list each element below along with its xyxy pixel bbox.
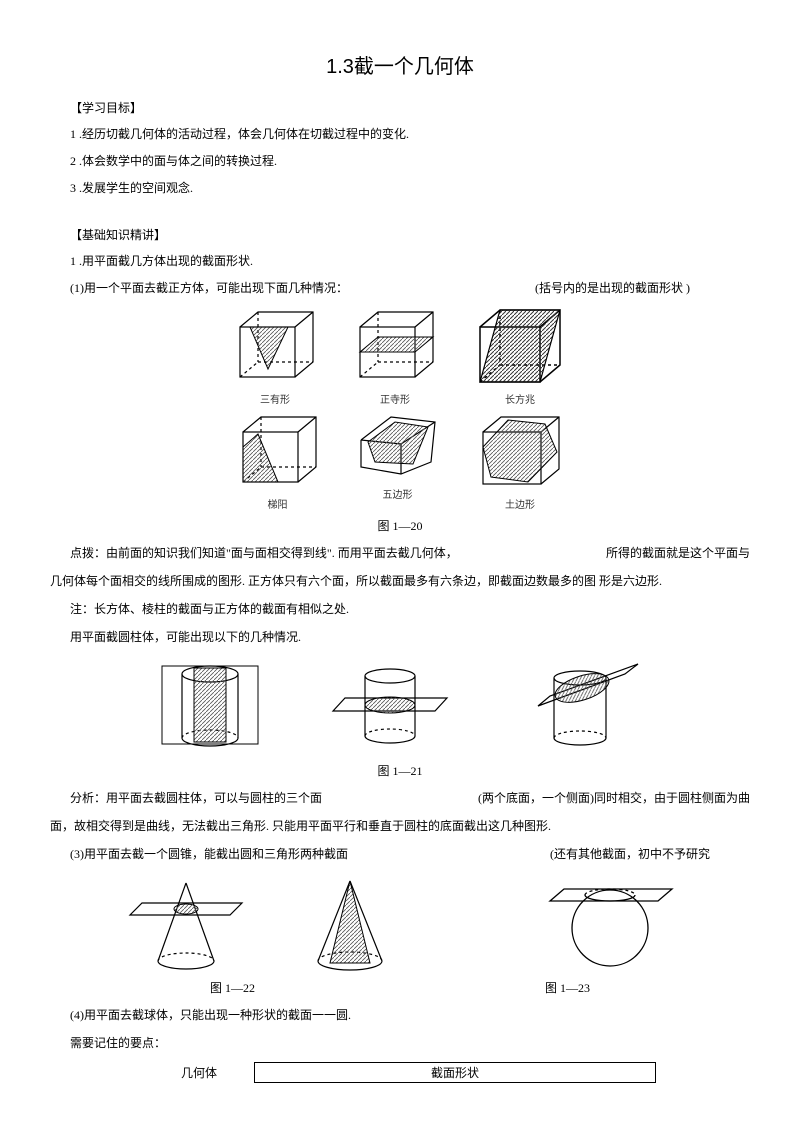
page-title: 1.3截一个几何体 — [50, 50, 750, 79]
table-h1: 几何体 — [144, 1062, 255, 1082]
page: 1.3截一个几何体 【学习目标】 1 .经历切截几何体的活动过程，体会几何体在切… — [0, 0, 800, 1133]
cube-rect: 长方兆 — [470, 307, 570, 406]
table-h2: 截面形状 — [255, 1062, 656, 1082]
text-b3: (3)用平面去截一个圆锥，能截出圆和三角形两种截面 (还有其他截面，初中不予研究 — [70, 845, 750, 863]
fig122-label: 图 1—22 — [210, 979, 255, 996]
text-a4: 用平面截圆柱体，可能出现以下的几种情况. — [70, 628, 750, 646]
fig122-123-labels: 图 1—22 图 1—23 — [50, 979, 750, 996]
fig120-label: 图 1—20 — [50, 517, 750, 534]
cap-rect: 长方兆 — [505, 391, 535, 406]
cap-trap: 梯阳 — [268, 496, 288, 511]
text-c1: (4)用平面去截球体，只能出现一种形状的截面一一圆. — [70, 1006, 750, 1024]
text-a1: 点拨：由前面的知识我们知道"面与面相交得到线". 而用平面去截几何体， 所得的截… — [70, 544, 750, 562]
sphere-circle — [540, 873, 680, 973]
cyl-rect — [150, 656, 270, 756]
text-b1a: 分析：用平面去截圆柱体，可以与圆柱的三个面 — [70, 789, 322, 807]
objectives-heading: 【学习目标】 — [70, 99, 750, 116]
cube-hex: 土边形 — [473, 412, 568, 511]
cube-triangle-svg — [230, 307, 320, 387]
cyl-oblique — [510, 656, 650, 756]
objective-3: 3 .发展学生的空间观念. — [70, 180, 750, 197]
cap-penta: 五边形 — [383, 486, 413, 501]
cube-triangle: 三有形 — [230, 307, 320, 406]
cyl-ellipse — [325, 656, 455, 756]
cube-penta: 五边形 — [353, 412, 443, 511]
cone-triangle — [290, 873, 410, 973]
text-b1b: (两个底面，一个侧面)同时相交，由于圆柱侧面为曲 — [478, 789, 750, 807]
basics-line2a: (1)用一个平面去截正方体，可能出现下面几种情况： — [70, 280, 348, 297]
text-a1a: 点拨：由前面的知识我们知道"面与面相交得到线". 而用平面去截几何体， — [70, 544, 458, 562]
cube-rect-svg — [470, 307, 570, 387]
cap-triangle: 三有形 — [260, 391, 290, 406]
text-b1: 分析：用平面去截圆柱体，可以与圆柱的三个面 (两个底面，一个侧面)同时相交，由于… — [70, 789, 750, 807]
cube-trap-svg — [233, 412, 323, 492]
fig123-label: 图 1—23 — [545, 979, 590, 996]
spacer2 — [450, 873, 500, 973]
fig121-label: 图 1—21 — [50, 762, 750, 779]
text-b2: 面，故相交得到是曲线，无法截出三角形. 只能用平面平行和垂直于圆柱的底面截出这几… — [50, 817, 750, 835]
cube-square: 正寺形 — [350, 307, 440, 406]
cube-trap: 梯阳 — [233, 412, 323, 511]
text-a3: 注：长方体、棱柱的截面与正方体的截面有相似之处. — [70, 600, 750, 618]
basics-line1: 1 .用平面截几方体出现的截面形状. — [70, 253, 750, 270]
fig120-row1: 三有形 正寺形 — [50, 307, 750, 406]
objective-2: 2 .体会数学中的面与体之间的转换过程. — [70, 153, 750, 170]
fig120-row2: 梯阳 五边形 — [50, 412, 750, 511]
fig122-123-row — [50, 873, 750, 973]
text-a2: 几何体每个面相交的线所围成的图形. 正方体只有六个面，所以截面最多有六条边，即截… — [50, 572, 750, 590]
cube-hex-svg — [473, 412, 568, 492]
text-b3a: (3)用平面去截一个圆锥，能截出圆和三角形两种截面 — [70, 845, 348, 863]
cube-penta-svg — [353, 412, 443, 482]
spacer — [50, 206, 750, 220]
cap-square: 正寺形 — [380, 391, 410, 406]
basics-heading: 【基础知识精讲】 — [70, 226, 750, 243]
text-c2: 需要记住的要点： — [70, 1034, 750, 1052]
cube-square-svg — [350, 307, 440, 387]
basics-line2b: (括号内的是出现的截面形状 ) — [535, 280, 690, 297]
objective-1: 1 .经历切截几何体的活动过程，体会几何体在切截过程中的变化. — [70, 126, 750, 143]
cone-circle — [120, 873, 250, 973]
text-b3b: (还有其他截面，初中不予研究 — [550, 845, 710, 863]
fig121-row — [50, 656, 750, 756]
cap-hex: 土边形 — [505, 496, 535, 511]
text-a1b: 所得的截面就是这个平面与 — [606, 544, 750, 562]
summary-table: 几何体 截面形状 — [144, 1062, 656, 1083]
basics-line2: (1)用一个平面去截正方体，可能出现下面几种情况： (括号内的是出现的截面形状 … — [70, 280, 750, 297]
